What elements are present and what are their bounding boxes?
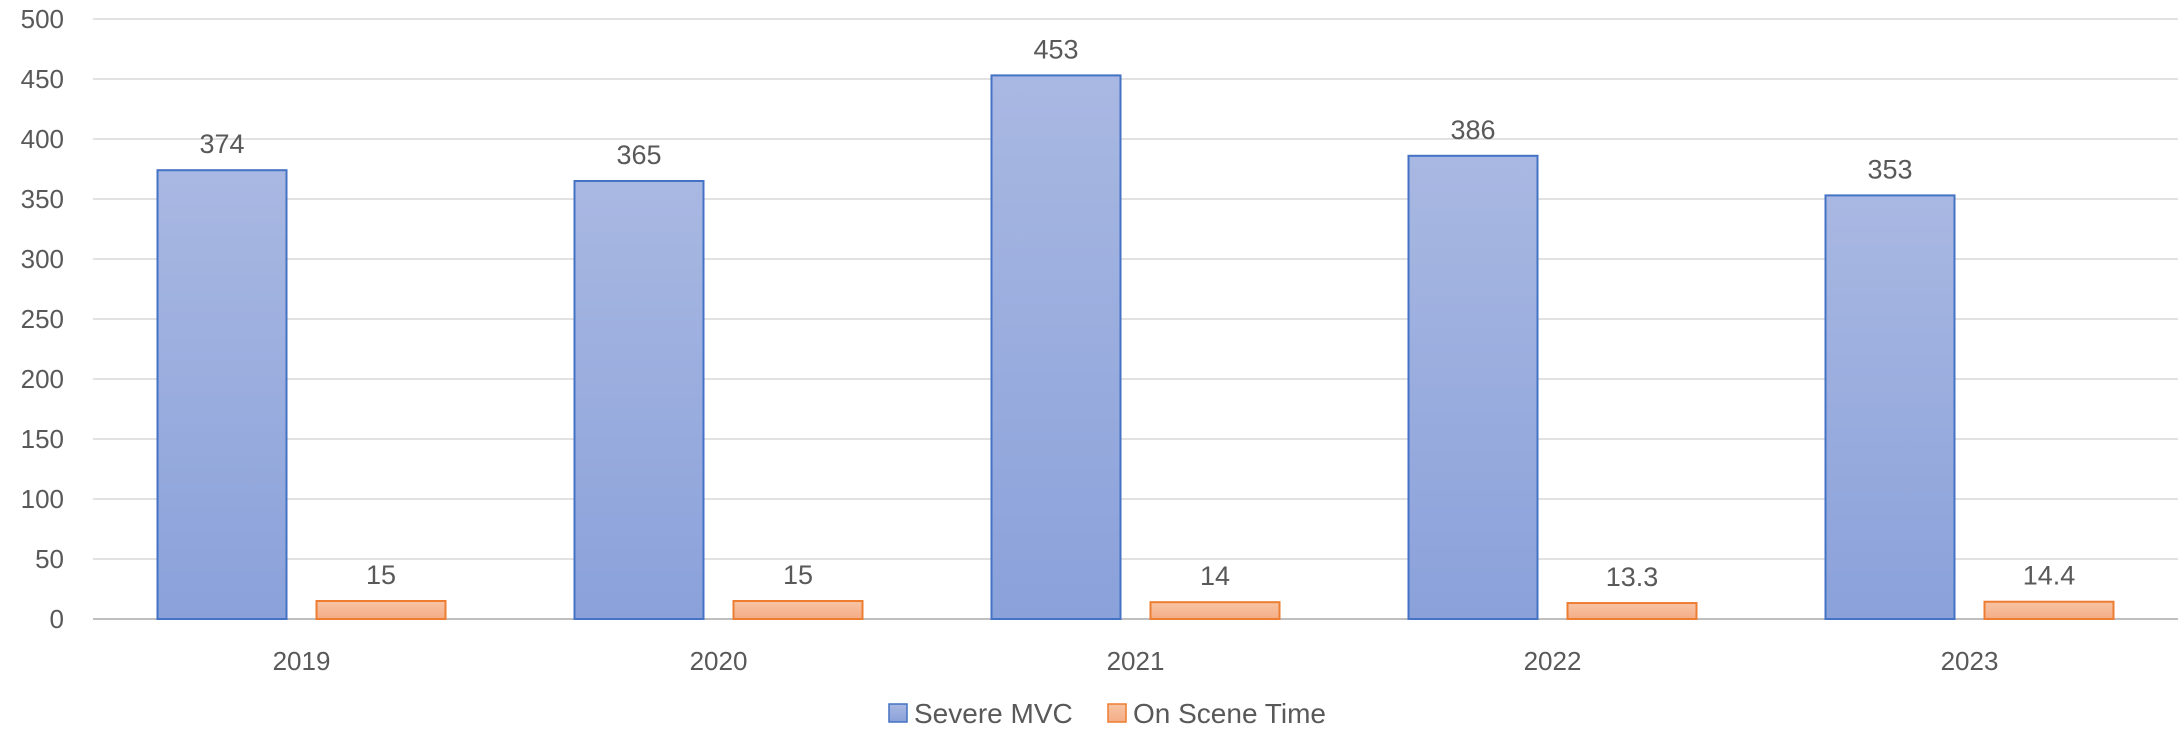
data-label: 13.3 bbox=[1606, 562, 1659, 592]
bars bbox=[156, 74, 2115, 621]
bar-severe-mvc-2019 bbox=[156, 169, 288, 620]
legend-label: On Scene Time bbox=[1133, 698, 1326, 729]
data-label: 365 bbox=[616, 140, 661, 170]
x-tick-label: 2020 bbox=[690, 646, 748, 676]
y-tick-label: 450 bbox=[21, 64, 64, 94]
data-label: 15 bbox=[783, 560, 813, 590]
x-axis-tick-labels: 2019 2020 2021 2022 2023 bbox=[273, 646, 1999, 676]
bar-on-scene-time-2020 bbox=[732, 600, 864, 620]
legend: Severe MVC On Scene Time bbox=[888, 698, 1326, 729]
bar-severe-mvc-2021 bbox=[990, 74, 1122, 620]
y-tick-label: 100 bbox=[21, 484, 64, 514]
data-label: 15 bbox=[366, 560, 396, 590]
y-tick-label: 150 bbox=[21, 424, 64, 454]
bar-on-scene-time-2021 bbox=[1149, 601, 1281, 621]
gridlines bbox=[93, 18, 2178, 620]
data-label: 453 bbox=[1033, 34, 1078, 64]
x-tick-label: 2019 bbox=[273, 646, 331, 676]
data-label: 14 bbox=[1200, 561, 1230, 591]
y-tick-label: 500 bbox=[21, 4, 64, 34]
bar-on-scene-time-2019 bbox=[315, 600, 447, 620]
bar-severe-mvc-2022 bbox=[1407, 154, 1539, 621]
y-tick-label: 300 bbox=[21, 244, 64, 274]
data-label: 14.4 bbox=[2023, 561, 2076, 591]
x-tick-label: 2021 bbox=[1107, 646, 1165, 676]
x-tick-label: 2023 bbox=[1941, 646, 1999, 676]
data-label: 386 bbox=[1450, 115, 1495, 145]
data-label: 374 bbox=[199, 129, 244, 159]
y-tick-label: 200 bbox=[21, 364, 64, 394]
legend-item-severe-mvc: Severe MVC bbox=[888, 698, 1073, 729]
data-label: 353 bbox=[1867, 154, 1912, 184]
legend-item-on-scene-time: On Scene Time bbox=[1107, 698, 1326, 729]
y-tick-label: 50 bbox=[35, 544, 64, 574]
x-tick-label: 2022 bbox=[1524, 646, 1582, 676]
legend-swatch bbox=[888, 703, 908, 723]
bar-severe-mvc-2023 bbox=[1824, 194, 1956, 620]
data-labels: 374 15 365 15 453 14 386 13.3 353 14.4 bbox=[199, 34, 2075, 592]
legend-label: Severe MVC bbox=[914, 698, 1073, 729]
y-tick-label: 0 bbox=[50, 604, 64, 634]
legend-swatch bbox=[1107, 703, 1127, 723]
bar-on-scene-time-2022 bbox=[1566, 602, 1698, 620]
y-tick-label: 250 bbox=[21, 304, 64, 334]
bar-severe-mvc-2020 bbox=[573, 180, 705, 620]
y-axis-tick-labels: 0 50 100 150 200 250 300 350 400 450 500 bbox=[21, 4, 64, 634]
y-tick-label: 350 bbox=[21, 184, 64, 214]
y-tick-label: 400 bbox=[21, 124, 64, 154]
bar-on-scene-time-2023 bbox=[1983, 600, 2115, 620]
